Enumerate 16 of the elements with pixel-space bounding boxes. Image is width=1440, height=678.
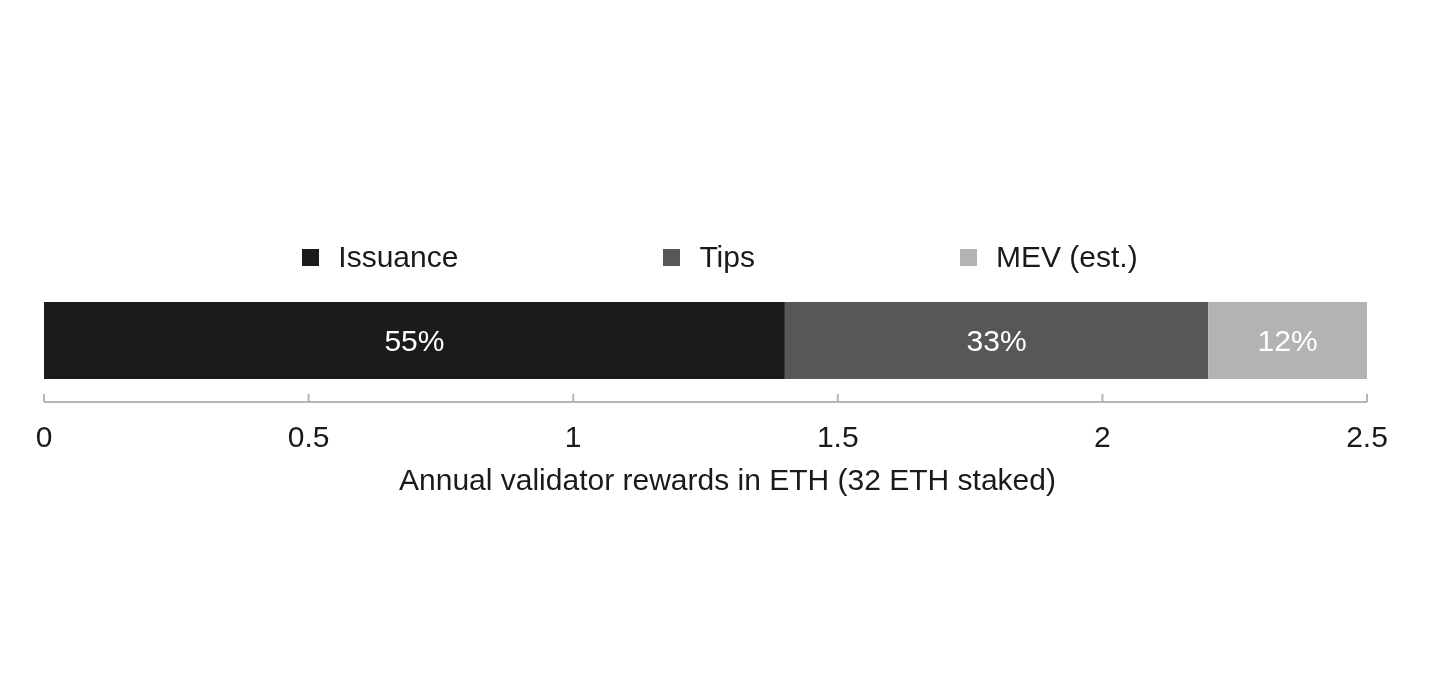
bar [44,302,785,379]
legend-label: Issuance [338,239,459,275]
x-tick-label: 1.5 [816,420,859,453]
bar [784,302,1209,379]
x-tick-label: 1 [564,420,582,453]
annotation: 12% [1257,323,1318,357]
x-tick-label: 0 [35,420,53,453]
legend-label: Tips [699,239,755,275]
bar [1208,302,1367,379]
x-tick-label: 2.5 [1346,420,1388,453]
annotation: 55% [384,323,445,357]
annotation: 33% [966,323,1027,357]
x-tick-label: 0.5 [287,420,330,453]
legend-label: MEV (est.) [995,239,1138,275]
x-tick-label: 2 [1094,420,1111,453]
x-axis-title: Annual validator rewards in ETH (32 ETH staked) [399,463,1056,496]
